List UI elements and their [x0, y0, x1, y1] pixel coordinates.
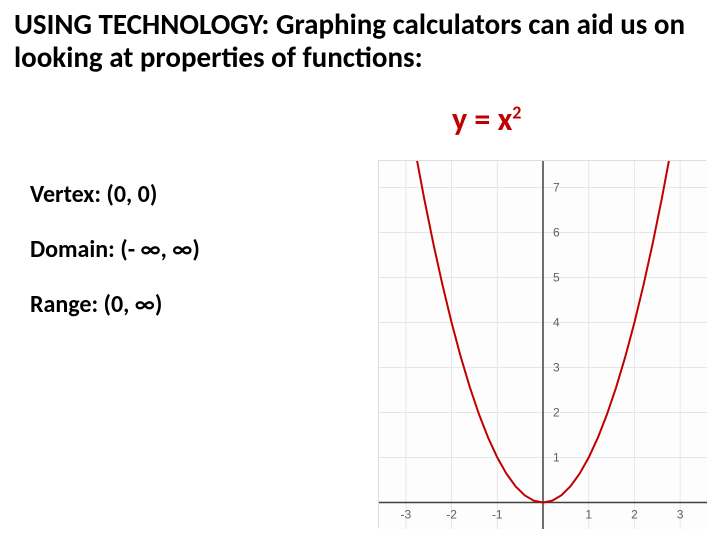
svg-text:3: 3	[553, 361, 560, 375]
svg-text:7: 7	[553, 181, 560, 195]
function-properties: Vertex: (0, 0) Domain: (- ∞, ∞) Range: (…	[30, 180, 360, 345]
svg-text:-3: -3	[401, 508, 412, 522]
heading-label: USING TECHNOLOGY:	[14, 6, 269, 42]
graph-panel: -3 -2 -1 1 2 3 1 2 3 4 5 6 7	[378, 160, 706, 528]
equation: y = x2	[452, 100, 521, 139]
property-domain: Domain: (- ∞, ∞)	[30, 235, 360, 264]
svg-text:2: 2	[631, 508, 638, 522]
property-value: (- ∞, ∞)	[120, 235, 200, 264]
property-vertex: Vertex: (0, 0)	[30, 180, 360, 209]
property-value: (0, ∞)	[104, 290, 163, 319]
equation-exponent: 2	[512, 101, 521, 123]
property-label: Vertex:	[30, 180, 101, 209]
property-value: (0, 0)	[106, 180, 157, 209]
svg-text:5: 5	[553, 271, 560, 285]
svg-text:1: 1	[553, 451, 560, 465]
parabola-chart: -3 -2 -1 1 2 3 1 2 3 4 5 6 7	[379, 161, 707, 529]
svg-text:4: 4	[553, 316, 560, 330]
svg-text:2: 2	[553, 406, 560, 420]
property-label: Domain:	[30, 235, 115, 264]
property-label: Range:	[30, 290, 98, 319]
equation-lhs: y = x	[452, 100, 512, 139]
heading: USING TECHNOLOGY: Graphing calculators c…	[14, 8, 706, 75]
svg-text:-1: -1	[492, 508, 503, 522]
svg-text:6: 6	[553, 226, 560, 240]
svg-text:-2: -2	[446, 508, 457, 522]
svg-text:3: 3	[677, 508, 684, 522]
property-range: Range: (0, ∞)	[30, 290, 360, 319]
svg-text:1: 1	[585, 508, 592, 522]
